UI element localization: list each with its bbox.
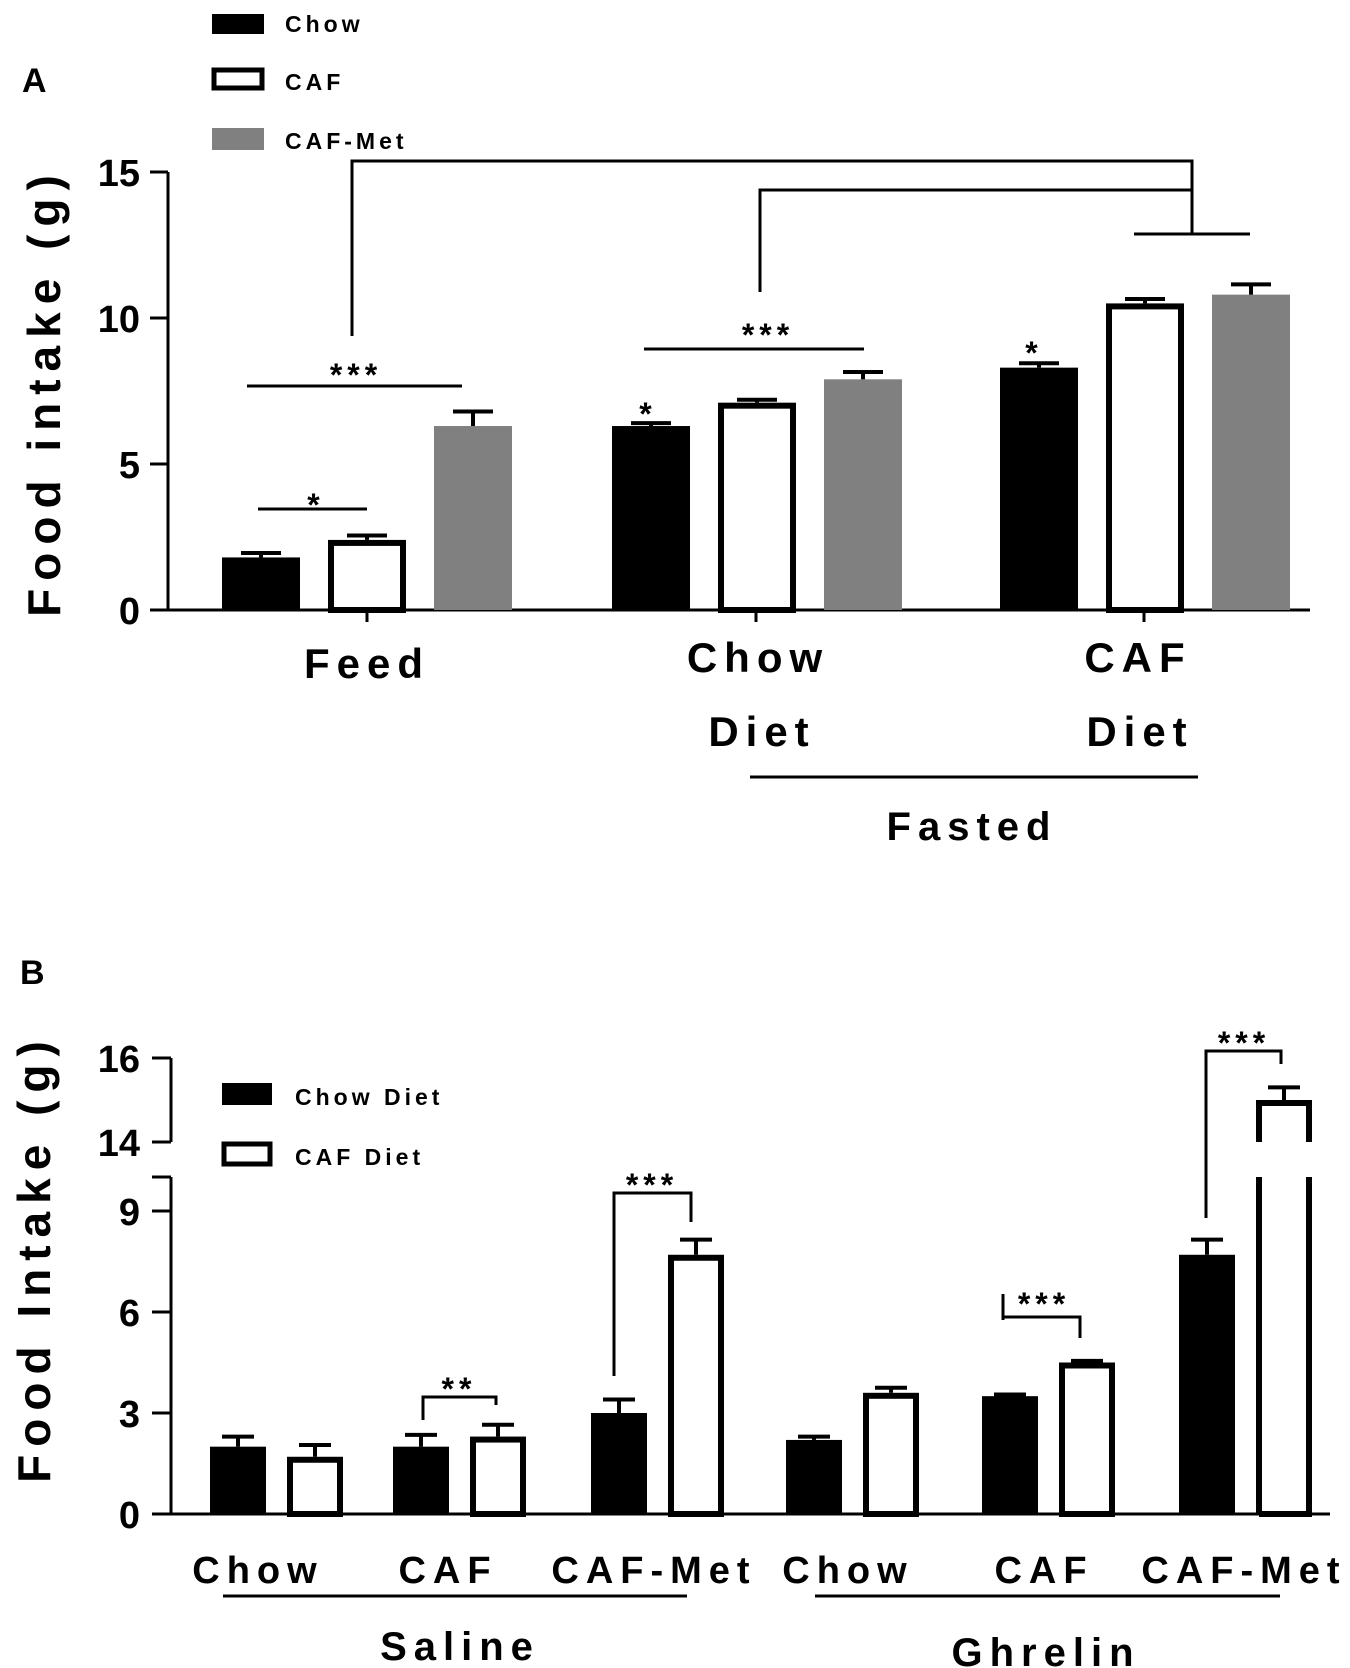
x-axis-a: Feed Chow Diet CAF Diet Fasted (168, 608, 1310, 849)
x-label-b-saline-caf-met: CAF-Met (551, 1550, 756, 1592)
panel-a-letter: A (22, 62, 47, 100)
bar-a-caf-diet-caf (1106, 303, 1184, 613)
bar-b-saline-caf-met-caf-diet (668, 1254, 724, 1518)
y-tick-label-b-3: 3 (119, 1394, 140, 1436)
bar-b-ghrelin-caf-caf-diet (1059, 1362, 1115, 1517)
significance-a: * *** * *** * (247, 159, 1250, 523)
legend-label-caf-met: CAF-Met (285, 128, 408, 154)
x-label-b-ghrelin-chow: Chow (782, 1550, 913, 1592)
bar-b-saline-caf-met-chow-diet (591, 1413, 647, 1514)
legend-swatch-chow-diet (222, 1083, 272, 1105)
bracket-a-chow-to-caf (758, 188, 1192, 292)
bar-b-saline-chow-caf-diet (287, 1456, 343, 1518)
bracket-b-saline-caf (421, 1395, 498, 1420)
sig-star-a-feed: *** (330, 357, 382, 393)
sig-star-b-saline-caf-met: *** (626, 1167, 678, 1203)
bar-b-saline-chow-chow-diet (210, 1446, 266, 1514)
sig-star-b-ghrelin-caf: *** (1018, 1286, 1070, 1322)
x-label-b-ghrelin-caf-met: CAF-Met (1141, 1550, 1346, 1592)
bar-a-caf-diet-caf-met (1212, 294, 1290, 610)
sig-star-a-chow-diet-group: *** (742, 317, 794, 353)
saline-group-label: Saline (380, 1625, 540, 1668)
bar-b-ghrelin-chow-caf-diet (863, 1392, 919, 1518)
bar-a-chow-diet-chow (612, 426, 690, 610)
bars-b (210, 1085, 1312, 1518)
sig-star-b-saline-caf: ** (442, 1371, 477, 1407)
legend-label-chow: Chow (285, 11, 364, 37)
legend-swatch-chow (212, 14, 264, 34)
bar-a-chow-diet-caf (718, 402, 796, 613)
x-label-b-saline-chow: Chow (192, 1550, 323, 1592)
sig-star-a-feed-chow-caf: * (307, 487, 324, 523)
legend-swatch-caf-diet (221, 1141, 273, 1167)
y-axis-b: 0 3 6 9 14 16 Food Intake (g) (8, 1033, 173, 1537)
bar-a-caf-diet-chow (1000, 367, 1078, 610)
bracket-b-saline-caf-met (612, 1191, 693, 1376)
legend-label-caf: CAF (285, 69, 344, 95)
x-label-feed: Feed (304, 640, 430, 687)
bar-a-feed-caf-met (434, 426, 512, 610)
y-tick-label-a-15: 15 (98, 153, 140, 195)
legend-swatch-caf-met (212, 128, 264, 150)
panel-b: 0 3 6 9 14 16 Food Intake (g) Chow Diet … (8, 1025, 1346, 1668)
ghrelin-group-label: Ghrelin (951, 1631, 1140, 1668)
x-label-chow-line2: Diet (708, 708, 815, 755)
y-tick-label-a-5: 5 (119, 445, 140, 487)
legend-b: Chow Diet CAF Diet (221, 1083, 443, 1170)
y-tick-label-b-6: 6 (119, 1293, 140, 1335)
bar-b-ghrelin-caf-met-chow-diet (1179, 1254, 1235, 1514)
sig-star-a-chow-diet: * (639, 396, 656, 432)
y-tick-label-b-9: 9 (119, 1192, 140, 1234)
y-tick-label-b-0: 0 (119, 1495, 140, 1537)
x-label-caf-line1: CAF (1084, 634, 1191, 681)
y-tick-label-a-0: 0 (119, 591, 140, 633)
bar-a-feed-chow (222, 557, 300, 610)
y-tick-label-b-16: 16 (98, 1039, 140, 1081)
panel-a: Chow CAF CAF-Met 0 5 10 15 Food intake (… (18, 11, 1310, 849)
bar-a-chow-diet-caf-met (824, 379, 902, 610)
y-tick-label-a-10: 10 (98, 299, 140, 341)
x-label-b-ghrelin-caf: CAF (994, 1550, 1093, 1592)
y-axis-a: 0 5 10 15 Food intake (g) (18, 153, 170, 633)
significance-b: ** *** *** *** (421, 1025, 1283, 1420)
bars-a (222, 282, 1290, 613)
panel-b-letter: B (20, 954, 45, 992)
y-axis-title-b: Food Intake (g) (8, 1033, 60, 1483)
bracket-a-feed-to-caf (350, 159, 1194, 336)
legend-a: Chow CAF CAF-Met (211, 11, 408, 154)
x-label-b-saline-caf: CAF (398, 1550, 497, 1592)
x-axis-b: Chow CAF CAF-Met Chow CAF CAF-Met Saline… (171, 1512, 1346, 1668)
bar-b-saline-caf-chow-diet (393, 1446, 449, 1514)
x-label-caf-line2: Diet (1086, 708, 1193, 755)
bar-a-feed-caf (328, 539, 406, 613)
legend-swatch-caf (211, 67, 265, 91)
bar-b-ghrelin-caf-met-caf-diet-lower (1256, 1177, 1312, 1517)
bar-b-saline-caf-caf-diet (470, 1436, 526, 1517)
y-tick-label-b-14: 14 (98, 1123, 140, 1165)
bracket-b-ghrelin-caf-met (1204, 1049, 1283, 1218)
y-axis-title-a: Food intake (g) (18, 167, 70, 617)
sig-star-b-ghrelin-caf-met: *** (1218, 1025, 1270, 1061)
bracket-b-ghrelin-caf (1001, 1294, 1082, 1338)
legend-label-chow-diet: Chow Diet (295, 1084, 443, 1110)
bar-b-ghrelin-chow-chow-diet (786, 1439, 842, 1514)
fasted-group-label: Fasted (887, 805, 1058, 849)
bar-b-ghrelin-caf-met-caf-diet-upper (1256, 1100, 1312, 1142)
bar-b-ghrelin-caf-chow-diet (982, 1396, 1038, 1514)
sig-star-a-caf-diet: * (1025, 335, 1042, 371)
x-label-chow-line1: Chow (687, 634, 829, 681)
legend-label-caf-diet: CAF Diet (295, 1144, 424, 1170)
